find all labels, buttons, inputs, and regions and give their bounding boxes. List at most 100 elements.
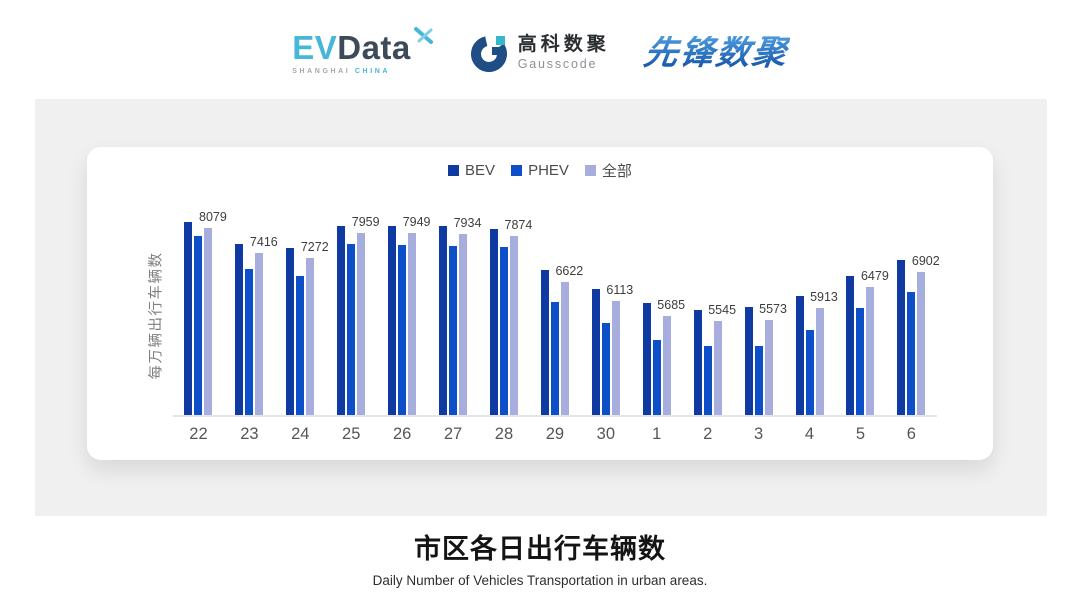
- caption: 市区各日出行车辆数 Daily Number of Vehicles Trans…: [0, 527, 1080, 588]
- chart-legend: BEV PHEV 全部: [87, 160, 993, 181]
- bar-PHEV-22: [194, 236, 203, 415]
- bar-PHEV-28: [499, 247, 508, 415]
- bar-全部-25: [357, 233, 366, 415]
- x-tick-26: 26: [392, 425, 412, 443]
- bar-全部-29: [560, 282, 569, 415]
- gausscode-text: 高科数聚 Gausscode: [517, 33, 610, 72]
- x-tick-29: 29: [545, 425, 565, 443]
- bar-BEV-24: [286, 248, 295, 415]
- bar-全部-27: [459, 234, 468, 415]
- bar-group-25: 7959 25: [337, 213, 380, 442]
- bar-PHEV-25: [347, 244, 356, 415]
- legend-item-全部: 全部: [584, 160, 632, 181]
- xianfeng-logo: 先锋数聚: [641, 34, 791, 72]
- value-label-30: 6113: [606, 282, 634, 297]
- bar-全部-5: [866, 287, 875, 415]
- bar-BEV-29: [540, 270, 549, 415]
- bar-PHEV-2: [703, 346, 712, 415]
- bar-group-2: 5545 2: [693, 213, 736, 442]
- gausscode-en-text: Gausscode: [517, 57, 598, 72]
- x-tick-2: 2: [703, 425, 713, 443]
- bar-PHEV-29: [550, 302, 559, 415]
- bar-group-30: 6113 30: [591, 213, 633, 442]
- bar-全部-4: [815, 308, 824, 415]
- bar-BEV-22: [184, 222, 193, 415]
- bar-group-5: 6479 5: [846, 213, 889, 442]
- bar-group-27: 7934 27: [439, 213, 481, 442]
- bar-全部-22: [204, 228, 213, 415]
- bar-PHEV-26: [398, 245, 407, 415]
- y-axis-label-text: 每万辆出行车辆数: [148, 251, 165, 379]
- value-label-28: 7874: [504, 217, 533, 232]
- chart-title: 市区各日出行车辆数: [414, 534, 666, 564]
- bar-BEV-26: [388, 226, 397, 415]
- x-tick-1: 1: [652, 425, 662, 443]
- x-tick-4: 4: [804, 425, 815, 443]
- value-label-22: 8079: [199, 209, 227, 224]
- value-label-2: 5545: [708, 302, 737, 317]
- bar-全部-23: [255, 253, 264, 415]
- gausscode-logo: 高科数聚 Gausscode: [469, 33, 610, 73]
- bar-BEV-3: [744, 307, 753, 415]
- value-label-6: 6902: [911, 253, 940, 268]
- bar-全部-26: [408, 233, 417, 415]
- legend-label: 全部: [601, 163, 632, 180]
- bar-PHEV-23: [245, 269, 254, 415]
- value-label-23: 7416: [249, 234, 278, 249]
- evdata-wordmark: EV Data: [292, 27, 435, 66]
- bar-BEV-5: [846, 276, 855, 415]
- chart-panel: BEV PHEV 全部 每万辆出行车辆数 8079 22 7416 23 7272 24 795…: [35, 99, 1047, 516]
- chart-subtitle: Daily Number of Vehicles Transportation …: [372, 573, 708, 588]
- bar-PHEV-5: [856, 308, 865, 415]
- legend-label: PHEV: [528, 162, 569, 179]
- bar-BEV-23: [235, 244, 244, 415]
- x-tick-24: 24: [291, 425, 310, 443]
- bar-全部-30: [611, 301, 620, 415]
- bar-BEV-30: [591, 289, 600, 415]
- bar-PHEV-24: [296, 276, 305, 415]
- bar-plot: 8079 22 7416 23 7272 24 7959 25 7949 26 7934 27 7874…: [173, 210, 940, 442]
- x-tick-28: 28: [494, 425, 514, 443]
- evdata-data-text: Data: [337, 29, 411, 66]
- bar-group-23: 7416 23: [235, 213, 278, 442]
- value-label-26: 7949: [402, 214, 431, 229]
- chart-card: BEV PHEV 全部 每万辆出行车辆数 8079 22 7416 23 7272 24 795…: [87, 147, 993, 460]
- bar-group-3: 5573 3: [744, 213, 787, 442]
- legend-label: BEV: [465, 162, 496, 179]
- bar-PHEV-3: [754, 346, 763, 415]
- bar-group-24: 7272 24: [286, 213, 329, 442]
- bar-PHEV-4: [805, 330, 814, 415]
- bar-全部-24: [306, 258, 315, 415]
- evdata-ev-text: EV: [292, 29, 338, 66]
- x-tick-3: 3: [754, 425, 764, 443]
- evdata-sparkle-icon: [413, 27, 433, 44]
- bar-group-6: 6902 6: [897, 213, 940, 442]
- bar-group-22: 8079 22: [184, 210, 227, 442]
- bar-group-1: 5685 1: [642, 213, 685, 442]
- y-axis-label: 每万辆出行车辆数: [139, 213, 171, 417]
- evdata-subtitle: SHANGHAI CHINA: [292, 68, 390, 75]
- bar-group-4: 5913 4: [795, 213, 838, 442]
- value-label-1: 5685: [657, 297, 686, 312]
- value-label-5: 6479: [860, 268, 889, 283]
- x-tick-5: 5: [855, 425, 866, 443]
- bar-BEV-6: [897, 260, 906, 415]
- bar-PHEV-30: [601, 323, 610, 415]
- bar-PHEV-27: [449, 246, 458, 415]
- value-label-29: 6622: [555, 263, 584, 278]
- x-tick-25: 25: [342, 425, 361, 443]
- legend-item-PHEV: PHEV: [511, 162, 569, 179]
- bar-全部-1: [662, 316, 671, 415]
- gausscode-cn-text: 高科数聚: [517, 33, 610, 55]
- legend-swatch-icon: [511, 165, 523, 176]
- gausscode-g-icon: [470, 36, 507, 72]
- value-label-4: 5913: [810, 289, 838, 304]
- bar-全部-2: [713, 321, 722, 415]
- bar-全部-6: [917, 272, 926, 415]
- bar-BEV-27: [439, 226, 448, 415]
- x-tick-23: 23: [240, 425, 259, 443]
- bar-group-26: 7949 26: [388, 213, 431, 442]
- bar-BEV-2: [693, 310, 702, 415]
- evdata-shanghai-text: SHANGHAI: [292, 68, 351, 75]
- bar-BEV-1: [642, 303, 651, 415]
